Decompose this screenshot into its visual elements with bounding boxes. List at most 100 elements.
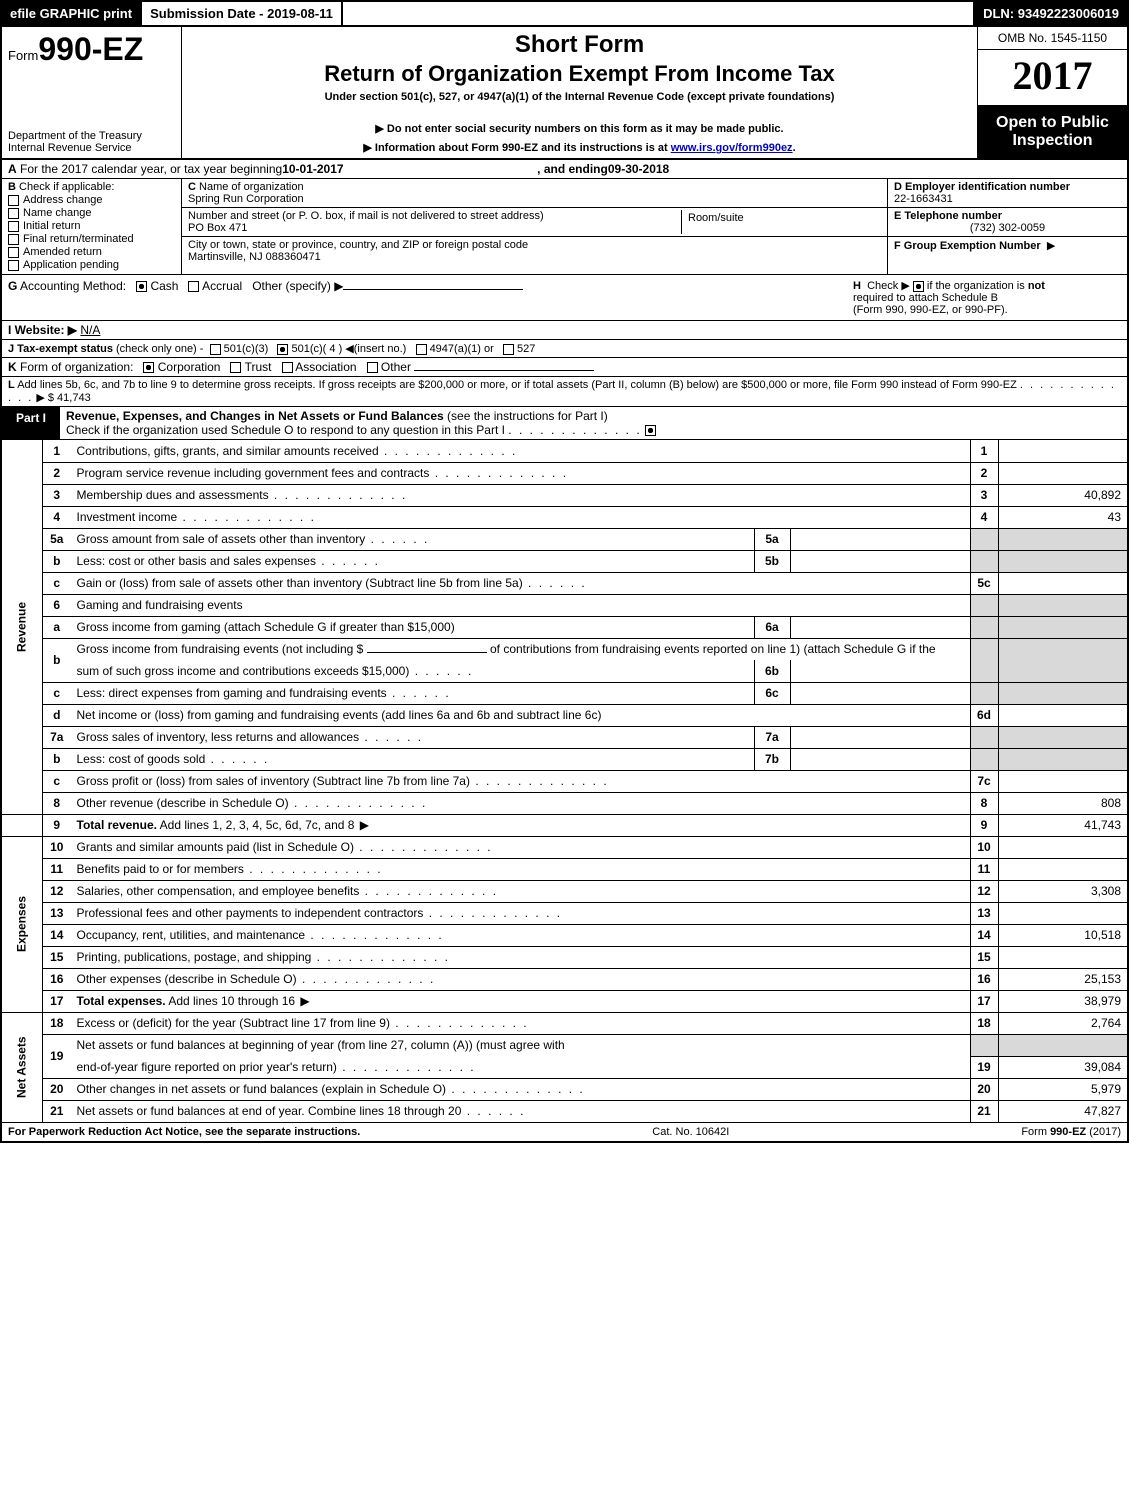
footer-right-form: 990-EZ	[1050, 1126, 1086, 1138]
chk-amended[interactable]: Amended return	[8, 246, 175, 258]
l17-bold: Total expenses.	[77, 994, 166, 1008]
c-addr: PO Box 471	[188, 222, 247, 234]
radio-trust-icon[interactable]	[230, 362, 241, 373]
mid-blank	[790, 748, 970, 770]
checkbox-h-icon[interactable]	[913, 281, 924, 292]
line-id: 15	[970, 946, 998, 968]
section-b: B Check if applicable: Address change Na…	[2, 179, 182, 274]
g-other-line[interactable]	[343, 289, 523, 290]
a-begin: 10-01-2017	[282, 162, 343, 176]
line-id: 7c	[970, 770, 998, 792]
part-i-dots	[508, 423, 641, 437]
omb-number: OMB No. 1545-1150	[978, 27, 1127, 50]
line-num: b	[43, 638, 71, 682]
line-text: Gross amount from sale of assets other t…	[71, 528, 755, 550]
radio-corp-icon[interactable]	[143, 362, 154, 373]
line-text: Gross income from fundraising events (no…	[71, 638, 971, 660]
table-row: 20 Other changes in net assets or fund b…	[1, 1078, 1128, 1100]
label-c: C	[188, 181, 196, 193]
line-amt	[998, 902, 1128, 924]
line-text-value: Other changes in net assets or fund bala…	[77, 1082, 447, 1096]
efile-print-button[interactable]: efile GRAPHIC print	[0, 0, 142, 27]
checkbox-icon	[8, 234, 19, 245]
part-i-title: Revenue, Expenses, and Changes in Net As…	[60, 407, 1127, 439]
line-amt	[998, 946, 1128, 968]
part-i-paren: (see the instructions for Part I)	[447, 409, 608, 423]
line-num: 18	[43, 1012, 71, 1034]
radio-other-icon[interactable]	[367, 362, 378, 373]
chk-label: Final return/terminated	[23, 233, 134, 245]
mid-id: 6a	[754, 616, 790, 638]
table-row: 3 Membership dues and assessments 3 40,8…	[1, 484, 1128, 506]
l6b-t2: of contributions from fundraising events…	[490, 642, 936, 656]
radio-527-icon[interactable]	[503, 344, 514, 355]
line-amt-grey	[998, 682, 1128, 704]
line-id: 4	[970, 506, 998, 528]
department: Department of the Treasury Internal Reve…	[8, 130, 175, 154]
chk-pending[interactable]: Application pending	[8, 259, 175, 271]
line-text-value: Occupancy, rent, utilities, and maintena…	[77, 928, 306, 942]
line-amt: 3,308	[998, 880, 1128, 902]
line-num: 15	[43, 946, 71, 968]
g-other: Other (specify) ▶	[252, 279, 343, 293]
label-b: B	[8, 181, 16, 193]
line-id: 3	[970, 484, 998, 506]
line-amt-grey	[998, 726, 1128, 748]
line-id: 19	[970, 1056, 998, 1078]
j-opt0: 501(c)(3)	[224, 343, 269, 355]
radio-501c3-icon[interactable]	[210, 344, 221, 355]
k-other-line[interactable]	[414, 370, 594, 371]
line-num: 4	[43, 506, 71, 528]
line-num: b	[43, 550, 71, 572]
info-prefix: ▶ Information about Form 990-EZ and its …	[363, 142, 670, 154]
line-num: c	[43, 572, 71, 594]
line-amt	[998, 836, 1128, 858]
line-id: 21	[970, 1100, 998, 1122]
table-row: c Gain or (loss) from sale of assets oth…	[1, 572, 1128, 594]
line-amt	[998, 572, 1128, 594]
line-text: Salaries, other compensation, and employ…	[71, 880, 971, 902]
chk-initial-return[interactable]: Initial return	[8, 220, 175, 232]
j-label: J Tax-exempt status	[8, 343, 113, 355]
table-row: 21 Net assets or fund balances at end of…	[1, 1100, 1128, 1122]
table-row: 8 Other revenue (describe in Schedule O)…	[1, 792, 1128, 814]
line-text: Program service revenue including govern…	[71, 462, 971, 484]
form-header: Form990-EZ Department of the Treasury In…	[0, 27, 1129, 160]
table-row: 12 Salaries, other compensation, and emp…	[1, 880, 1128, 902]
line-text: Other changes in net assets or fund bala…	[71, 1078, 971, 1100]
line-text: Contributions, gifts, grants, and simila…	[71, 440, 971, 462]
line-num: 8	[43, 792, 71, 814]
tax-year: 2017	[978, 50, 1127, 106]
line-text: Membership dues and assessments	[71, 484, 971, 506]
line-id-grey	[970, 1034, 998, 1056]
line-id: 14	[970, 924, 998, 946]
radio-assoc-icon[interactable]	[282, 362, 293, 373]
e-label: E Telephone number	[894, 210, 1002, 222]
line-num: 21	[43, 1100, 71, 1122]
line-amt: 47,827	[998, 1100, 1128, 1122]
main-table: Revenue 1 Contributions, gifts, grants, …	[0, 440, 1129, 1123]
info-link[interactable]: www.irs.gov/form990ez	[671, 142, 793, 154]
radio-501c4-icon[interactable]	[277, 344, 288, 355]
line-text-value: Less: direct expenses from gaming and fu…	[77, 686, 387, 700]
chk-name-change[interactable]: Name change	[8, 207, 175, 219]
fundraising-amt-line[interactable]	[367, 652, 487, 653]
line-text: Professional fees and other payments to …	[71, 902, 971, 924]
radio-4947-icon[interactable]	[416, 344, 427, 355]
line-num: 20	[43, 1078, 71, 1100]
c-name-label: Name of organization	[199, 181, 304, 193]
line-text: Less: direct expenses from gaming and fu…	[71, 682, 755, 704]
under-section: Under section 501(c), 527, or 4947(a)(1)…	[190, 91, 969, 103]
line-text-value: Membership dues and assessments	[77, 488, 269, 502]
checkbox-schedule-o-icon[interactable]	[645, 425, 656, 436]
chk-label: Name change	[23, 207, 92, 219]
chk-final-return[interactable]: Final return/terminated	[8, 233, 175, 245]
line-num: d	[43, 704, 71, 726]
radio-accrual-icon[interactable]	[188, 281, 199, 292]
k-text: Form of organization:	[20, 360, 133, 374]
line-text-value: Grants and similar amounts paid (list in…	[77, 840, 354, 854]
line-id: 1	[970, 440, 998, 462]
chk-address-change[interactable]: Address change	[8, 194, 175, 206]
radio-cash-icon[interactable]	[136, 281, 147, 292]
line-text-value: Other revenue (describe in Schedule O)	[77, 796, 289, 810]
